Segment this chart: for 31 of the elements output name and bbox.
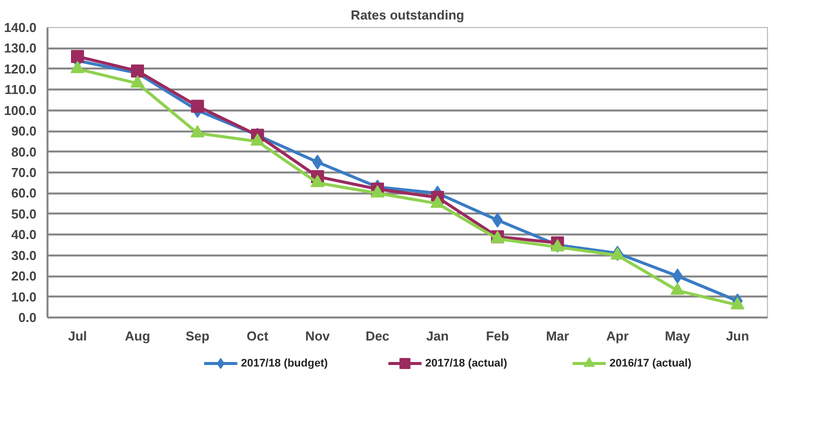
y-tick-label: 0.0 (18, 310, 37, 325)
x-tick-label: Oct (246, 328, 270, 344)
x-tick-label: Jul (68, 328, 87, 344)
y-tick-label: 70.0 (11, 165, 37, 180)
x-tick-label: Jun (726, 328, 750, 344)
x-tick-label: Nov (305, 328, 331, 344)
x-tick-label: Aug (124, 328, 150, 344)
x-tick-label: Sep (186, 328, 210, 344)
y-tick-label: 10.0 (11, 289, 37, 304)
y-tick-label: 60.0 (11, 186, 37, 201)
x-tick-label: Mar (546, 328, 570, 344)
y-tick-label: 20.0 (11, 268, 37, 284)
x-tick-label: Dec (366, 328, 390, 344)
y-tick-label: 140.0 (4, 20, 37, 35)
y-tick-label: 130.0 (4, 40, 37, 56)
y-tick-label: 40.0 (11, 227, 37, 242)
legend-label: 2016/17 (actual) (609, 358, 692, 370)
chart-title: Rates outstanding (350, 8, 464, 22)
y-tick-label: 50.0 (11, 206, 37, 222)
y-tick-label: 110.0 (4, 82, 37, 98)
x-tick-label: Apr (606, 328, 629, 344)
legend-label: 2017/18 (actual) (425, 358, 508, 370)
legend-label: 2017/18 (budget) (240, 358, 328, 370)
y-tick-label: 90.0 (11, 124, 37, 139)
x-tick-label: May (664, 328, 691, 344)
y-tick-label: 100.0 (4, 102, 37, 118)
y-tick-label: 30.0 (11, 248, 37, 263)
y-tick-label: 120.0 (4, 61, 37, 76)
x-tick-label: Jan (426, 328, 449, 344)
y-tick-label: 80.0 (11, 144, 37, 160)
x-tick-label: Feb (486, 328, 510, 344)
